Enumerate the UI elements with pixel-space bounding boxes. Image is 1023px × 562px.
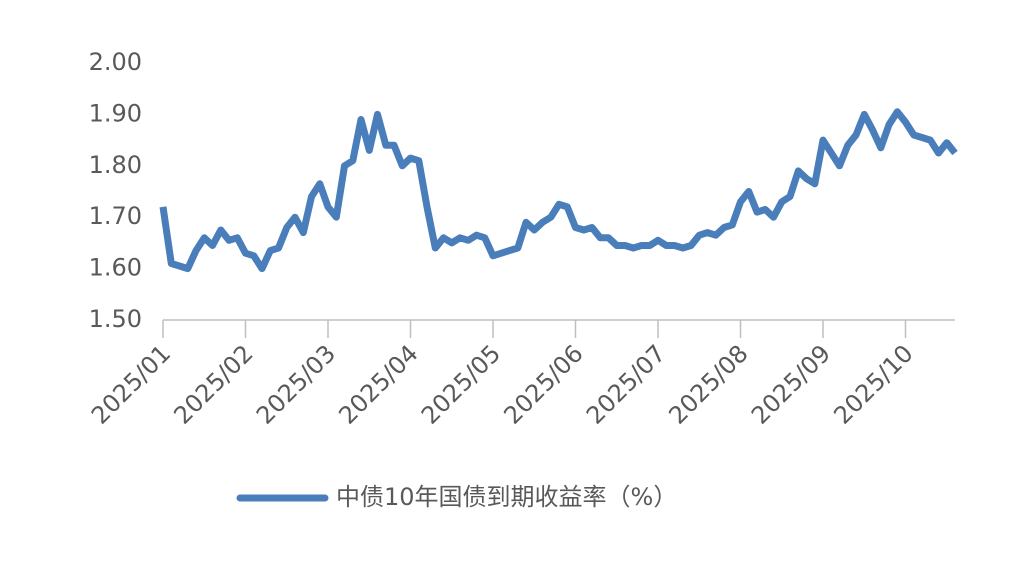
series-line xyxy=(159,108,958,273)
y-tick-label: 1.60 xyxy=(89,254,142,282)
x-tick-label: 2025/08 xyxy=(663,339,753,429)
x-tick-label: 2025/09 xyxy=(746,339,836,429)
y-tick-label: 1.50 xyxy=(89,305,142,333)
x-tick-label: 2025/04 xyxy=(333,339,423,429)
x-tick-label: 2025/06 xyxy=(498,339,588,429)
legend-label: 中债10年国债到期收益率（%） xyxy=(336,483,677,511)
x-tick-label: 2025/07 xyxy=(581,339,671,429)
y-tick-label: 1.90 xyxy=(89,99,142,127)
x-tick-label: 2025/05 xyxy=(416,339,506,429)
y-tick-label: 1.70 xyxy=(89,202,142,230)
x-tick-label: 2025/03 xyxy=(251,339,341,429)
y-tick-label: 2.00 xyxy=(89,48,142,76)
x-tick-label: 2025/01 xyxy=(86,339,176,429)
x-tick-label: 2025/10 xyxy=(828,339,918,429)
y-tick-label: 1.80 xyxy=(89,151,142,179)
x-tick-label: 2025/02 xyxy=(168,339,258,429)
